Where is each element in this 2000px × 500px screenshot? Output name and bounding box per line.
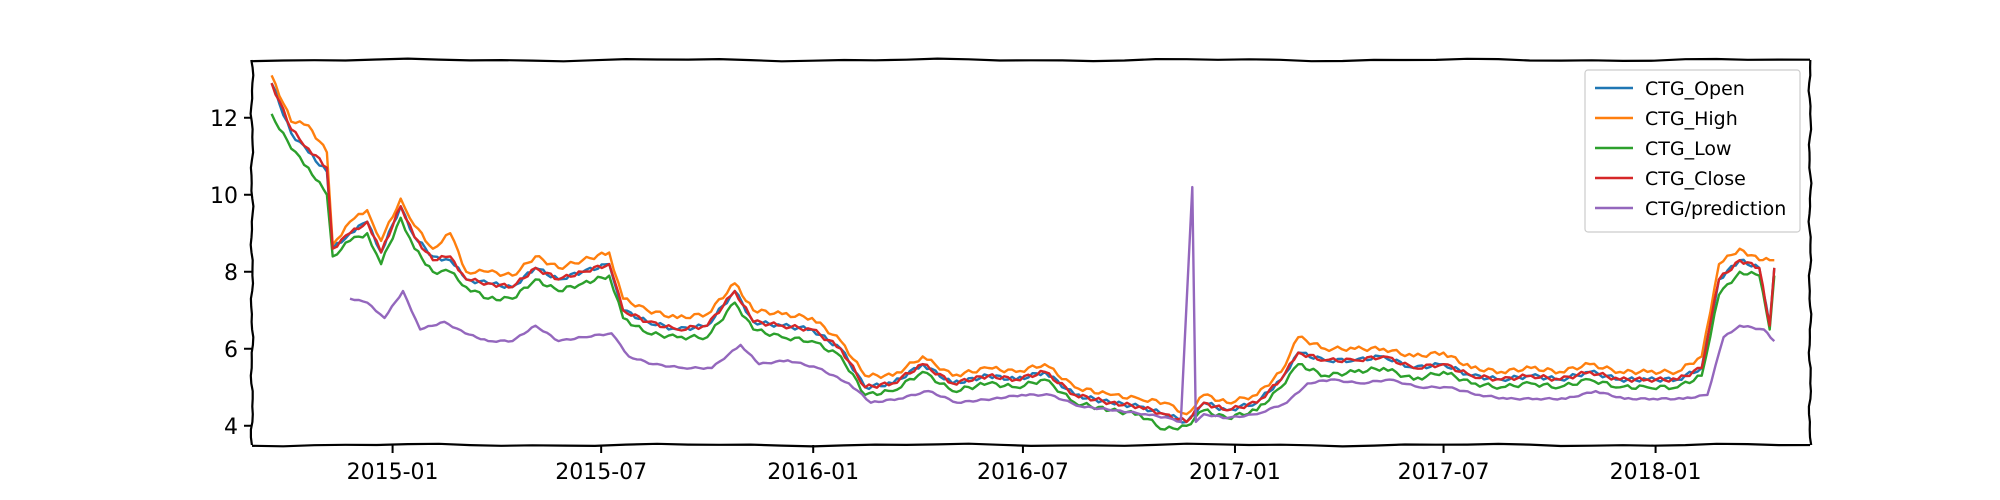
x-tick-label: 2018-01 [1610, 460, 1702, 485]
y-tick-label: 4 [224, 415, 238, 440]
legend-label: CTG_High [1645, 108, 1738, 130]
series-line-ctg-prediction [349, 185, 1776, 424]
x-tick-label: 2016-01 [767, 460, 859, 485]
x-axis: 2015-01 2015-07 2016-01 2016-07 2017-01 2017-… [347, 445, 1702, 485]
legend-label: CTG_Low [1645, 138, 1732, 160]
x-tick-label: 2017-01 [1189, 460, 1281, 485]
y-tick-label: 10 [210, 184, 238, 209]
x-tick-label: 2017-07 [1398, 460, 1490, 485]
legend-label: CTG_Open [1645, 78, 1745, 100]
x-tick-label: 2016-07 [977, 460, 1069, 485]
y-tick-label: 8 [224, 261, 238, 286]
legend: CTG_Open CTG_High CTG_Low CTG_Close CTG/pred… [1584, 69, 1801, 233]
series-line-ctg-close [270, 82, 1776, 424]
legend-label: CTG_Close [1645, 168, 1746, 190]
plot-lines [270, 74, 1776, 431]
series-line-ctg-high [270, 74, 1775, 416]
legend-label: CTG/prediction [1645, 198, 1786, 220]
y-tick-label: 6 [224, 338, 238, 363]
x-tick-label: 2015-07 [555, 460, 647, 485]
plot-frame [249, 57, 1813, 448]
series-line-ctg-low [270, 113, 1776, 431]
x-tick-label: 2015-01 [347, 460, 439, 485]
legend-box [1584, 69, 1801, 233]
y-tick-label: 12 [210, 107, 238, 132]
y-axis: 4 6 8 10 12 [210, 107, 252, 440]
